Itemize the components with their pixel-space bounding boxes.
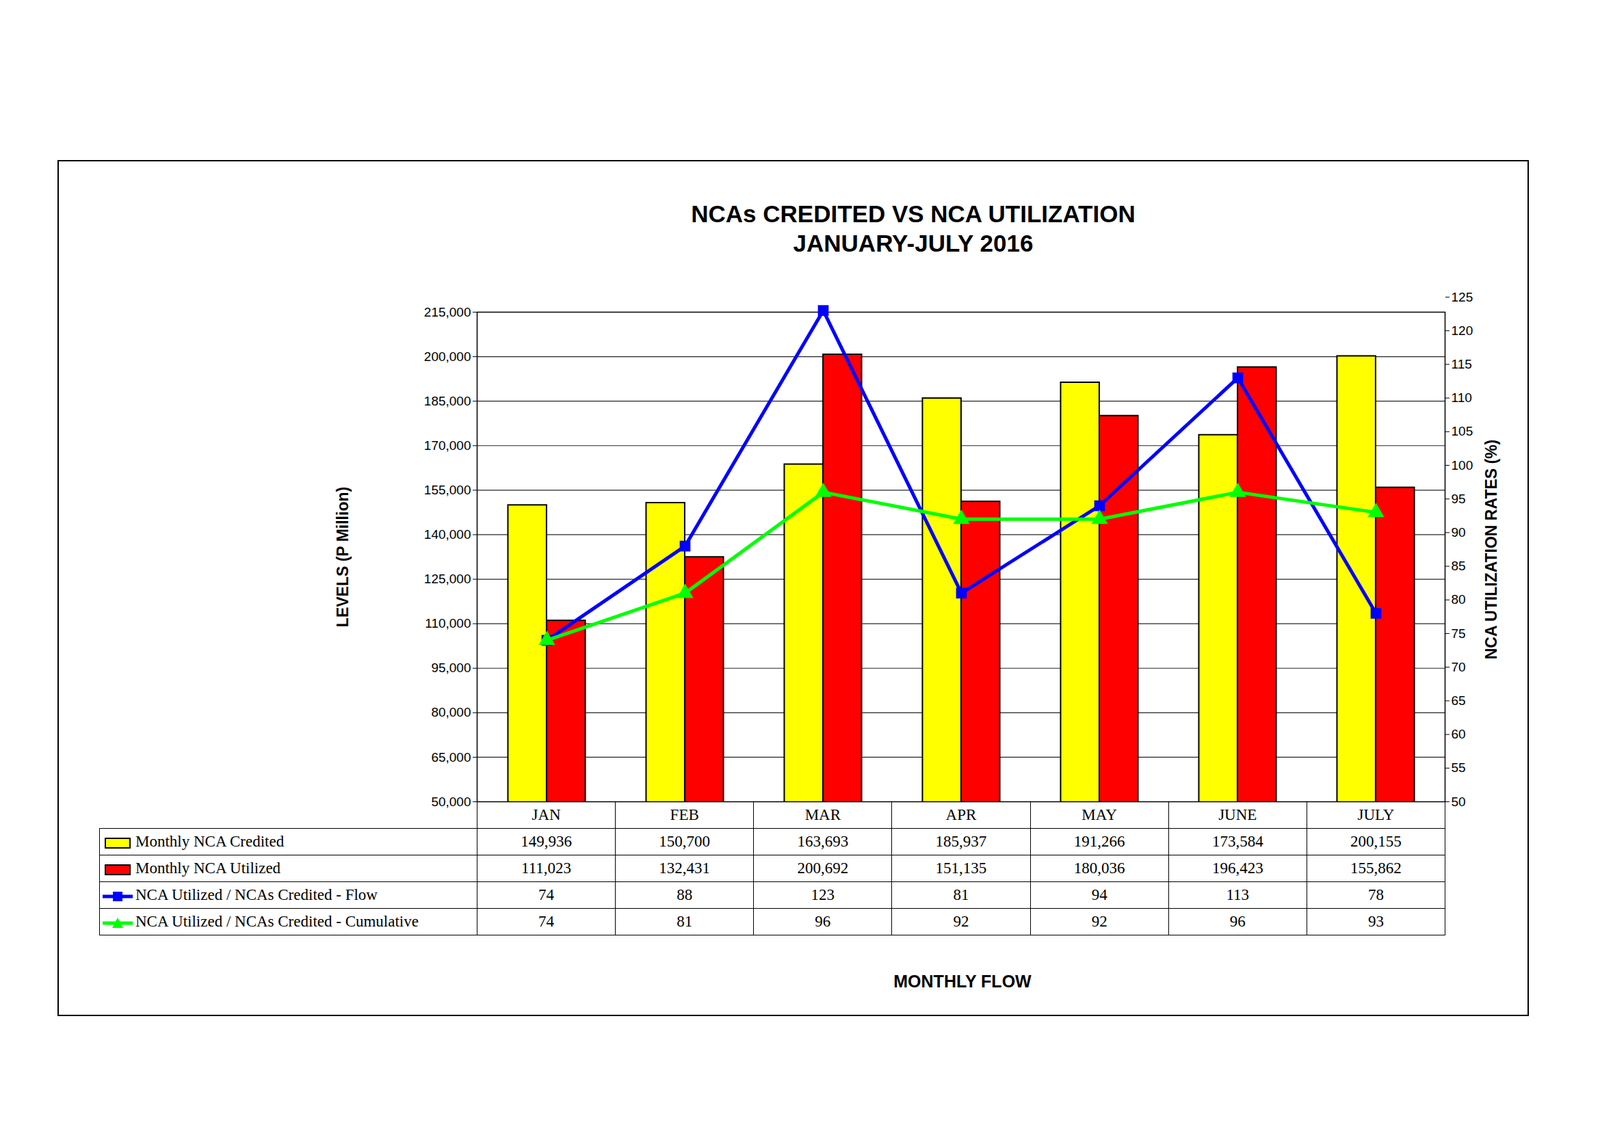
html-text:MAR: MAR <box>804 806 841 824</box>
html-text:200,692: 200,692 <box>797 859 849 877</box>
svg-text:95,000: 95,000 <box>430 660 471 676</box>
svg-text:125,000: 125,000 <box>424 571 472 587</box>
html-text:200,155: 200,155 <box>1350 833 1402 851</box>
svg-text:80,000: 80,000 <box>430 705 471 720</box>
html-text:MONTHLY FLOW: MONTHLY FLOW <box>893 972 1032 992</box>
html-text:78: 78 <box>1368 886 1384 904</box>
html-text:191,266: 191,266 <box>1073 833 1125 851</box>
svg-text:100: 100 <box>1451 458 1474 473</box>
svg-text:75: 75 <box>1451 626 1466 641</box>
html-text:185,937: 185,937 <box>935 833 987 851</box>
html-text:NCAs CREDITED VS NCA UTILIZATI: NCAs CREDITED VS NCA UTILIZATION <box>691 200 1136 228</box>
html-text:FEB: FEB <box>670 806 699 824</box>
html-text:Monthly NCA Utilized: Monthly NCA Utilized <box>135 859 281 877</box>
html-text:NCA Utilized / NCAs Credited -: NCA Utilized / NCAs Credited - Flow <box>135 886 378 904</box>
html-text:APR: APR <box>945 806 977 824</box>
html-text:180,036: 180,036 <box>1073 859 1125 877</box>
html-text:74: 74 <box>538 913 555 931</box>
html-text:JAN: JAN <box>531 806 561 824</box>
svg-text:70: 70 <box>1451 660 1466 675</box>
svg-text:115: 115 <box>1451 357 1473 372</box>
svg-text:50: 50 <box>1451 794 1466 810</box>
html-text:JANUARY-JULY 2016: JANUARY-JULY 2016 <box>793 229 1034 257</box>
svg-text:55: 55 <box>1451 760 1466 776</box>
html-text:155,862: 155,862 <box>1350 859 1402 877</box>
html-text:111,023: 111,023 <box>521 859 572 877</box>
html-text:92: 92 <box>1091 913 1108 931</box>
svg-text:170,000: 170,000 <box>424 438 472 453</box>
svg-text:85: 85 <box>1451 558 1466 574</box>
html-text:92: 92 <box>953 913 969 931</box>
svg-text:50,000: 50,000 <box>430 794 471 810</box>
svg-text:185,000: 185,000 <box>424 394 472 409</box>
svg-text:95: 95 <box>1451 491 1466 507</box>
svg-text:200,000: 200,000 <box>424 349 472 364</box>
html-text:94: 94 <box>1091 886 1108 904</box>
html-text:113: 113 <box>1226 886 1250 904</box>
html-text:151,135: 151,135 <box>935 859 987 877</box>
svg-text:140,000: 140,000 <box>424 527 472 542</box>
svg-text:215,000: 215,000 <box>424 305 472 320</box>
html-text:74: 74 <box>538 886 555 904</box>
html-text:150,700: 150,700 <box>658 833 711 851</box>
html-text:163,693: 163,693 <box>797 833 849 851</box>
svg-text:110: 110 <box>1451 390 1473 405</box>
html-text:MAY: MAY <box>1081 806 1117 824</box>
html-text:JUNE: JUNE <box>1218 806 1257 824</box>
html-text:173,584: 173,584 <box>1212 833 1264 851</box>
html-text:Monthly NCA Credited: Monthly NCA Credited <box>135 833 285 851</box>
svg-text:120: 120 <box>1451 323 1474 338</box>
html-text:96: 96 <box>814 913 831 931</box>
html-text:81: 81 <box>676 913 693 931</box>
html-text:132,431: 132,431 <box>658 859 711 877</box>
html-text:96: 96 <box>1229 913 1246 931</box>
svg-text:80: 80 <box>1451 592 1466 607</box>
html-text:JULY: JULY <box>1357 806 1395 824</box>
svg-text:125: 125 <box>1451 290 1474 305</box>
html-text:81: 81 <box>953 886 969 904</box>
svg-text:105: 105 <box>1451 424 1474 439</box>
svg-text:60: 60 <box>1451 727 1466 742</box>
html-text:88: 88 <box>676 886 693 904</box>
html-text:123: 123 <box>811 886 835 904</box>
svg-text:LEVELS (P Million): LEVELS (P Million) <box>333 487 352 628</box>
svg-text:65: 65 <box>1451 693 1466 708</box>
html-text:93: 93 <box>1368 913 1384 931</box>
svg-text:155,000: 155,000 <box>424 482 472 498</box>
svg-text:110,000: 110,000 <box>424 616 471 631</box>
html-text:NCA Utilized / NCAs Credited -: NCA Utilized / NCAs Credited - Cumulativ… <box>135 913 419 931</box>
html-text:196,423: 196,423 <box>1212 859 1264 877</box>
html-text:149,936: 149,936 <box>520 833 572 851</box>
svg-text:65,000: 65,000 <box>430 749 471 765</box>
svg-text:NCA UTILIZATION RATES (%): NCA UTILIZATION RATES (%) <box>1482 439 1501 661</box>
svg-text:90: 90 <box>1451 525 1466 540</box>
